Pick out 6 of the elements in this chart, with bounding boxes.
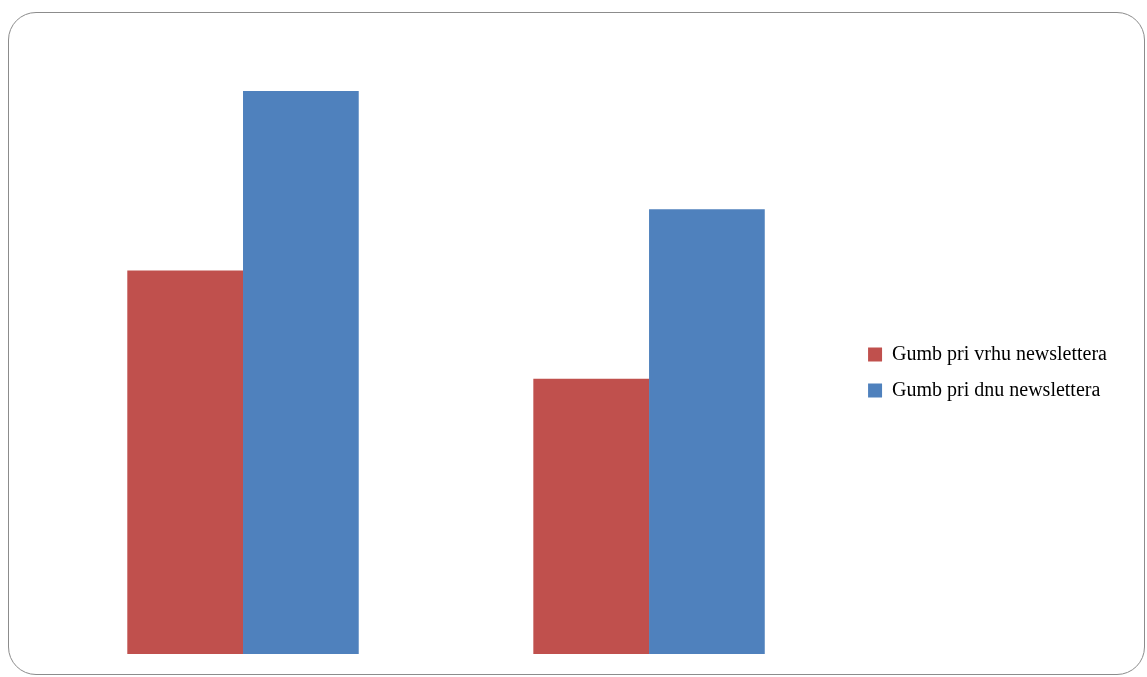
bar [243,91,359,654]
bar [649,209,765,654]
legend-label: Gumb pri vrhu newslettera [892,341,1108,365]
bar [533,378,650,654]
bar [127,270,244,654]
legend-label: Gumb pri dnu newslettera [892,377,1101,401]
